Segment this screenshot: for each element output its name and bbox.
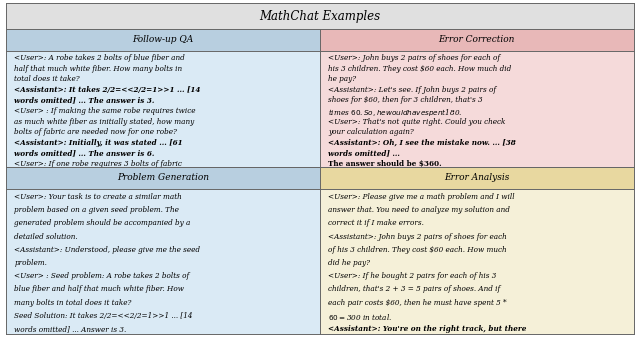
Text: <User>: Your task is to create a similar math: <User>: Your task is to create a similar… (14, 193, 182, 201)
Text: generated problem should be accompanied by a: generated problem should be accompanied … (14, 219, 191, 227)
Text: his 3 children. They cost $60 each. How much did: his 3 children. They cost $60 each. How … (328, 65, 511, 72)
Text: <Assistant>: You're on the right track, but there: <Assistant>: You're on the right track, … (328, 325, 526, 333)
Text: your calculation again?: your calculation again? (328, 128, 413, 136)
Text: as much white fiber as initially stated, how many: as much white fiber as initially stated,… (14, 118, 195, 125)
Text: <Assistant>: It takes 2/2=<<2/2=1>>1 ... [14: <Assistant>: It takes 2/2=<<2/2=1>>1 ...… (14, 86, 200, 94)
Text: words omitted] ... The answer is 6.: words omitted] ... The answer is 6. (14, 149, 155, 157)
Text: he pay?: he pay? (328, 75, 356, 83)
Text: problem based on a given seed problem. The: problem based on a given seed problem. T… (14, 206, 179, 214)
Text: The answer should be $360.: The answer should be $360. (328, 160, 442, 168)
Text: Follow-up QA: Follow-up QA (132, 35, 194, 44)
Text: blue fiber and half that much white fiber. How: blue fiber and half that much white fibe… (14, 285, 184, 294)
Text: <User>: If he bought 2 pairs for each of his 3: <User>: If he bought 2 pairs for each of… (328, 272, 496, 280)
Text: many bolts in total does it take?: many bolts in total does it take? (14, 299, 132, 307)
Text: half that much white fiber. How many bolts in: half that much white fiber. How many bol… (14, 65, 182, 72)
Text: <User>: John buys 2 pairs of shoes for each of: <User>: John buys 2 pairs of shoes for e… (328, 54, 500, 62)
Text: <Assistant>: Oh, I see the mistake now. ... [38: <Assistant>: Oh, I see the mistake now. … (328, 139, 516, 147)
Text: <Assistant>: Initially, it was stated ... [61: <Assistant>: Initially, it was stated ..… (14, 139, 183, 147)
Text: <User>: Please give me a math problem and I will: <User>: Please give me a math problem an… (328, 193, 515, 201)
Text: <Assistant>: Understood, please give me the seed: <Assistant>: Understood, please give me … (14, 246, 200, 254)
Text: Seed Solution: It takes 2/2=<<2/2=1>>1 ... [14: Seed Solution: It takes 2/2=<<2/2=1>>1 .… (14, 312, 193, 320)
Text: total does it take?: total does it take? (14, 75, 80, 83)
Text: Error Analysis: Error Analysis (444, 173, 509, 182)
Text: <Assistant>: Let's see. If John buys 2 pairs of: <Assistant>: Let's see. If John buys 2 p… (328, 86, 496, 94)
Text: <User> : Seed problem: A robe takes 2 bolts of: <User> : Seed problem: A robe takes 2 bo… (14, 272, 189, 280)
Text: $60 = $300 in total.: $60 = $300 in total. (328, 312, 392, 322)
Text: times $60. So, he would have spent $180.: times $60. So, he would have spent $180. (328, 107, 462, 118)
Text: children, that's 2 + 3 = 5 pairs of shoes. And if: children, that's 2 + 3 = 5 pairs of shoe… (328, 285, 500, 294)
Text: <User>: If one robe requires 3 bolts of fabric: <User>: If one robe requires 3 bolts of … (14, 160, 182, 168)
Text: <User>: That's not quite right. Could you check: <User>: That's not quite right. Could yo… (328, 118, 505, 125)
Text: <User>: A robe takes 2 bolts of blue fiber and: <User>: A robe takes 2 bolts of blue fib… (14, 54, 185, 62)
Text: correct it if I make errors.: correct it if I make errors. (328, 219, 424, 227)
Text: <User> : If making the same robe requires twice: <User> : If making the same robe require… (14, 107, 196, 115)
Text: each pair costs $60, then he must have spent 5 *: each pair costs $60, then he must have s… (328, 299, 506, 307)
Text: words omitted] ...: words omitted] ... (328, 149, 400, 157)
Text: <Assistant>: John buys 2 pairs of shoes for each: <Assistant>: John buys 2 pairs of shoes … (328, 233, 507, 241)
Text: bolts of fabric are needed now for one robe?: bolts of fabric are needed now for one r… (14, 128, 177, 136)
Text: MathChat Examples: MathChat Examples (259, 9, 381, 23)
Text: of his 3 children. They cost $60 each. How much: of his 3 children. They cost $60 each. H… (328, 246, 506, 254)
Text: Error Correction: Error Correction (438, 35, 515, 44)
Text: words omitted] ... Answer is 3.: words omitted] ... Answer is 3. (14, 325, 127, 333)
Text: Problem Generation: Problem Generation (117, 173, 209, 182)
Text: did he pay?: did he pay? (328, 259, 370, 267)
Text: words omitted] ... The answer is 3.: words omitted] ... The answer is 3. (14, 96, 155, 104)
Text: shoes for $60, then for 3 children, that's 3: shoes for $60, then for 3 children, that… (328, 96, 483, 104)
Text: answer that. You need to analyze my solution and: answer that. You need to analyze my solu… (328, 206, 509, 214)
Text: problem.: problem. (14, 259, 47, 267)
Text: detailed solution.: detailed solution. (14, 233, 78, 241)
